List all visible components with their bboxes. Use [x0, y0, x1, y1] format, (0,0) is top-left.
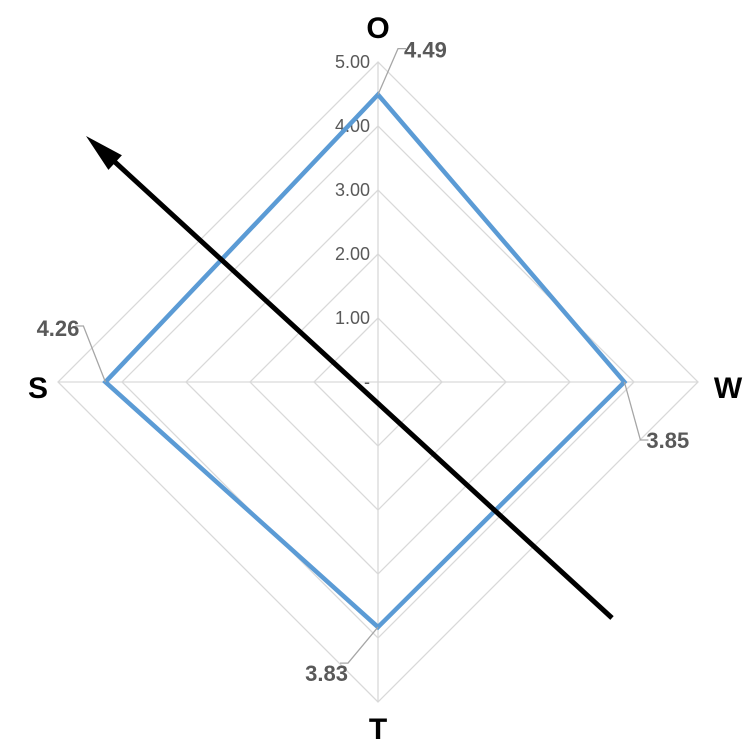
- radial-tick-labels: -1.002.003.004.005.00: [335, 52, 370, 392]
- leader-line: [623, 381, 649, 441]
- arrow-head: [86, 136, 122, 170]
- data-labels: 4.49 3.85 3.83 4.26: [37, 38, 690, 686]
- tick-label: -: [364, 372, 370, 392]
- category-label: O: [366, 12, 389, 45]
- data-label: 4.26: [37, 316, 80, 341]
- leader-line: [340, 626, 379, 664]
- arrow-overlay: [86, 136, 614, 620]
- data-label: 3.85: [646, 428, 689, 453]
- tick-label: 2.00: [335, 244, 370, 264]
- arrow-line: [102, 150, 614, 620]
- data-label: 3.83: [305, 661, 348, 686]
- category-label: W: [714, 372, 743, 405]
- tick-label: 1.00: [335, 308, 370, 328]
- tick-label: 5.00: [335, 52, 370, 72]
- category-labels: O W T S: [28, 12, 743, 746]
- series-layer: [102, 91, 628, 631]
- leader-line: [377, 47, 406, 95]
- series-line: [102, 91, 628, 631]
- data-label: 4.49: [404, 38, 447, 63]
- tick-label: 3.00: [335, 180, 370, 200]
- leader-line: [75, 325, 107, 383]
- category-label: T: [369, 713, 387, 746]
- category-label: S: [28, 372, 48, 405]
